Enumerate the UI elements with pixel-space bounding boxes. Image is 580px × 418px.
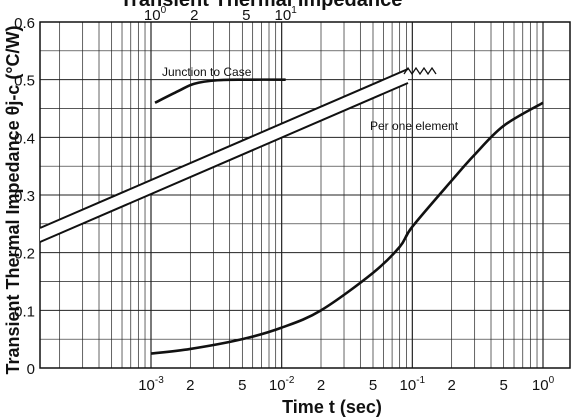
x-tick-label-bottom: 2 <box>317 377 325 394</box>
series-junction-to-case <box>154 78 286 104</box>
y-tick-label: 0.3 <box>14 188 35 205</box>
plot-frame <box>39 21 571 369</box>
x-tick-label-top: 5 <box>242 7 250 24</box>
y-tick-label: 0.2 <box>14 246 35 263</box>
plot-border <box>39 21 571 369</box>
band-break-mark <box>403 66 437 76</box>
series-lines <box>150 78 544 355</box>
band-lower-line <box>39 82 409 243</box>
x-tick-label-bottom: 10-2 <box>269 375 295 394</box>
x-tick-label-bottom: 5 <box>238 377 246 394</box>
chart-title: Transient Thermal Impedance <box>120 0 402 11</box>
y-tick-label: 0.1 <box>14 303 35 320</box>
y-tick-labels: 0 0.1 0.2 0.3 0.4 0.5 0.6 <box>14 15 35 378</box>
y-tick-label: 0.6 <box>14 15 35 32</box>
x-tick-label-bottom: 100 <box>532 375 555 394</box>
y-axis-label: Transient Thermal Impedance θj-c (°C/W) <box>3 25 23 374</box>
series-label-junction-to-case: Junction to Case <box>162 65 252 79</box>
x-tick-label-bottom: 2 <box>447 377 455 394</box>
y-tick-label: 0.5 <box>14 73 35 90</box>
y-tick-label: 0.4 <box>14 130 35 147</box>
x-tick-label-bottom: 5 <box>369 377 377 394</box>
series-per-one-element <box>150 101 544 355</box>
x-axis-label: Time t (sec) <box>282 397 382 417</box>
x-tick-label-bottom: 2 <box>186 377 194 394</box>
x-tick-label-bottom: 10-3 <box>138 375 164 394</box>
band-fill <box>40 69 408 242</box>
x-tick-label-top: 2 <box>190 7 198 24</box>
band-upper-line <box>39 68 409 229</box>
x-tick-label-bottom: 5 <box>499 377 507 394</box>
series-label-per-one-element: Per one element <box>370 119 459 133</box>
x-tick-labels-bottom: 10-3 2 5 10-2 2 5 10-1 2 5 100 <box>138 375 554 394</box>
y-tick-label: 0 <box>27 361 35 378</box>
scale-band <box>39 66 437 243</box>
x-tick-label-bottom: 10-1 <box>400 375 426 394</box>
